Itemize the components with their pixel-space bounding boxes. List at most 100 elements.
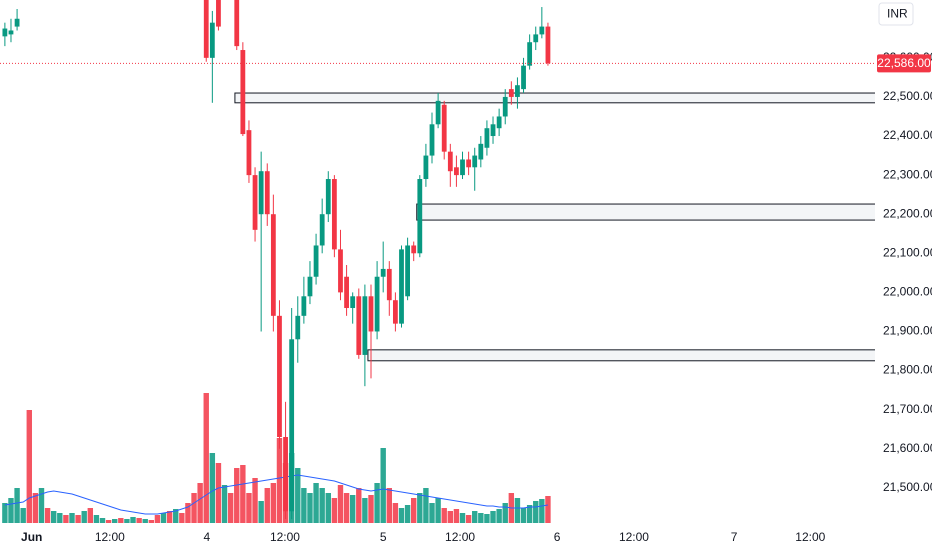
candle-body xyxy=(527,42,533,66)
candle-body xyxy=(289,339,295,512)
candle-body xyxy=(203,0,209,58)
candle-body xyxy=(325,179,331,215)
volume-bar xyxy=(32,493,39,523)
y-tick-label: 21,800.00 xyxy=(883,363,932,377)
volume-bar xyxy=(14,488,20,523)
currency-box[interactable] xyxy=(878,2,914,26)
volume-bar xyxy=(459,513,466,523)
volume-bar xyxy=(411,498,417,523)
volume-bar xyxy=(276,438,283,523)
y-tick-label: 21,700.00 xyxy=(883,402,932,416)
candle-body xyxy=(313,245,319,277)
volume-bar xyxy=(343,493,350,523)
volume-bar xyxy=(533,501,539,523)
volume-bar xyxy=(154,515,161,523)
volume-bar xyxy=(93,515,100,523)
volume-bar xyxy=(87,508,94,523)
candle-body xyxy=(447,151,453,172)
volume-bar xyxy=(417,493,423,523)
y-tick-label: 21,600.00 xyxy=(883,441,932,455)
last-price-label: 22,586.00 xyxy=(877,56,931,70)
candle-body xyxy=(539,26,545,35)
volume-bar xyxy=(112,519,118,523)
volume-bar xyxy=(191,493,197,523)
volume-bar xyxy=(490,511,496,523)
volume-bar xyxy=(63,515,69,523)
candle-body xyxy=(350,296,356,309)
candle-body xyxy=(435,100,441,125)
volume-bar xyxy=(356,488,362,523)
volume-bar xyxy=(392,503,399,523)
candle-body xyxy=(240,50,246,135)
volume-bar xyxy=(252,478,258,523)
y-tick-label: 22,300.00 xyxy=(883,167,932,181)
volume-bar xyxy=(539,499,545,523)
volume-bar xyxy=(124,519,130,523)
volume-bar xyxy=(472,511,478,523)
candle-body xyxy=(8,30,14,35)
volume-bar xyxy=(398,508,405,523)
candle-body xyxy=(405,245,411,297)
candle-body xyxy=(411,245,417,254)
x-tick-label: Jun xyxy=(21,530,42,544)
candle-body xyxy=(362,296,368,355)
candle-body xyxy=(545,26,551,64)
volume-bar xyxy=(526,505,533,523)
candle-body xyxy=(258,171,264,215)
x-tick-label: 12:00 xyxy=(795,530,825,544)
volume-bar xyxy=(447,511,454,523)
volume-bar xyxy=(484,514,490,523)
last-price-tag xyxy=(877,54,931,73)
x-tick-label: 5 xyxy=(380,530,387,544)
candle-body xyxy=(14,18,20,27)
volume-bar xyxy=(404,505,411,523)
candle-body xyxy=(295,315,301,340)
candle-body xyxy=(454,167,459,176)
volume-bar xyxy=(142,519,148,523)
candle-body xyxy=(508,89,514,97)
volume-bar xyxy=(264,488,270,523)
volume-bar xyxy=(197,483,203,523)
candle-body xyxy=(521,65,526,90)
volume-bar xyxy=(160,513,167,523)
zone-box xyxy=(234,92,875,104)
x-tick-label: 12:00 xyxy=(445,530,475,544)
volume-bar xyxy=(240,465,246,523)
volume-bar xyxy=(429,503,435,523)
volume-bar xyxy=(325,493,331,523)
candle-body xyxy=(392,300,398,324)
candle-body xyxy=(502,96,508,117)
candle-body xyxy=(2,28,8,37)
volume-bar xyxy=(75,515,81,523)
volume-bar xyxy=(173,509,179,523)
volume-bar xyxy=(227,493,234,523)
x-tick-label: 12:00 xyxy=(95,530,125,544)
zone-box xyxy=(367,349,875,362)
volume-bar xyxy=(130,517,136,523)
candle-body xyxy=(264,171,270,215)
volume-bar xyxy=(246,493,252,523)
volume-bar xyxy=(26,410,32,523)
volume-bar xyxy=(148,520,155,523)
volume-bar xyxy=(374,483,380,523)
volume-bar xyxy=(215,463,222,523)
volume-bar xyxy=(166,511,173,523)
volume-bar xyxy=(44,508,51,523)
volume-bar xyxy=(307,493,313,523)
volume-bar xyxy=(221,485,228,523)
volume-bar xyxy=(423,488,429,523)
candle-body xyxy=(472,155,478,168)
volume-bar xyxy=(203,393,209,523)
candle-body xyxy=(331,179,337,250)
volume-bar xyxy=(179,513,185,523)
volume-bar xyxy=(496,509,502,523)
volume-bar xyxy=(99,518,106,523)
candle-body xyxy=(417,179,423,254)
volume-bar xyxy=(319,488,325,523)
candle-body xyxy=(209,22,215,58)
candle-body xyxy=(399,249,404,324)
candle-body xyxy=(356,296,362,355)
volume-bar xyxy=(57,513,63,523)
candle-body xyxy=(490,124,496,137)
volume-bar xyxy=(331,498,338,523)
